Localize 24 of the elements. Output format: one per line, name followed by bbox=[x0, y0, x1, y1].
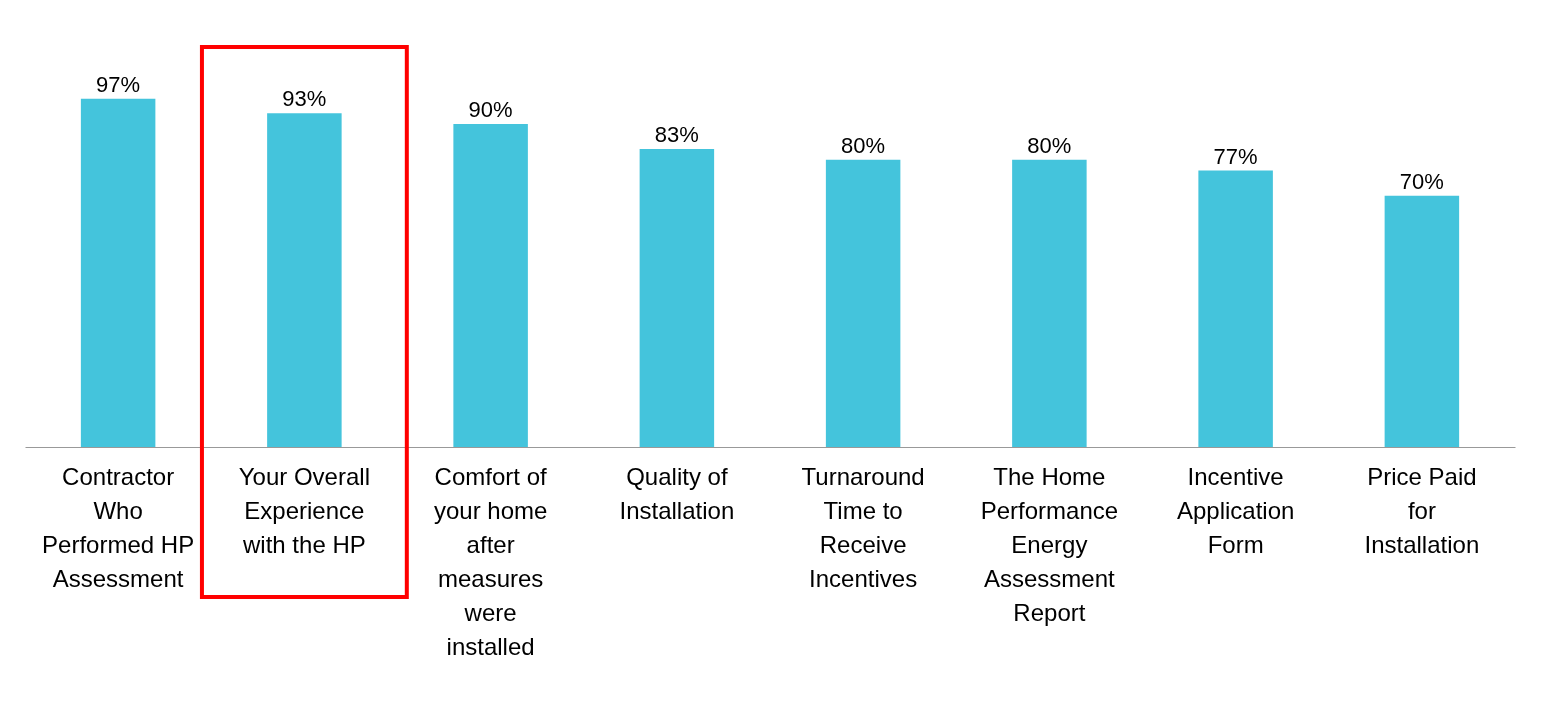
bar bbox=[1198, 170, 1273, 447]
bar bbox=[80, 98, 156, 447]
data-label: 90% bbox=[468, 96, 513, 122]
data-label: 70% bbox=[1399, 168, 1444, 194]
data-label: 97% bbox=[96, 71, 141, 97]
x-tick-label: Comfort of your home after measures were installed bbox=[433, 462, 548, 660]
x-tick-label: Turnaround Time to Receive Incentives bbox=[801, 462, 925, 592]
bar bbox=[267, 113, 342, 447]
bar bbox=[825, 159, 901, 447]
data-label: 80% bbox=[1027, 132, 1072, 158]
bar bbox=[1384, 195, 1460, 447]
bar bbox=[639, 149, 715, 447]
x-tick-label: The Home Performance Energy Assessment Report bbox=[980, 462, 1119, 626]
x-tick-label: Price Paid for Installation bbox=[1364, 462, 1480, 558]
x-tick-label: Contractor Who Performed HP Assessment bbox=[42, 462, 195, 592]
data-label: 93% bbox=[282, 86, 327, 112]
x-tick-label: Incentive Application Form bbox=[1176, 462, 1295, 558]
x-tick-label: Quality of Installation bbox=[619, 462, 735, 524]
x-tick-label: Your Overall Experience with the HP bbox=[238, 462, 370, 558]
data-label: 83% bbox=[654, 122, 699, 148]
data-label: 80% bbox=[841, 132, 886, 158]
bar bbox=[453, 123, 528, 447]
data-label: 77% bbox=[1213, 143, 1258, 169]
bar bbox=[1012, 159, 1087, 447]
